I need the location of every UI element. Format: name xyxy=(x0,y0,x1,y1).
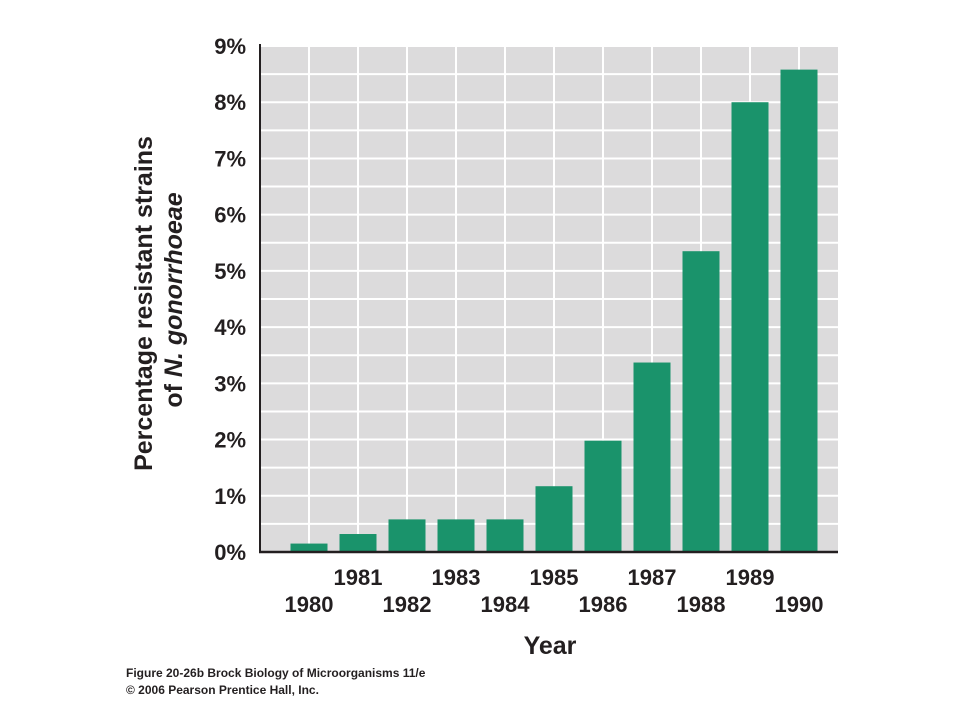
y-tick-label: 1% xyxy=(214,484,246,509)
y-axis-title-species: N. gonorrhoeae xyxy=(160,192,188,377)
axes xyxy=(259,44,838,554)
x-tick-label-1980: 1980 xyxy=(285,592,334,617)
y-tick-label: 7% xyxy=(214,146,246,171)
bars xyxy=(290,69,818,552)
x-tick-label-1986: 1986 xyxy=(579,592,628,617)
x-tick-label-1990: 1990 xyxy=(775,592,824,617)
bar-1984 xyxy=(486,519,524,552)
y-axis-title: Percentage resistant strains of N. gonor… xyxy=(130,129,188,471)
y-tick-label: 9% xyxy=(214,34,246,59)
bar-1980 xyxy=(290,543,328,552)
y-tick-label: 6% xyxy=(214,203,246,228)
bar-1986 xyxy=(584,440,622,552)
x-tick-label-1982: 1982 xyxy=(383,592,432,617)
bar-1989 xyxy=(731,102,769,552)
y-tick-labels: 0% 1% 2% 3% 4% 5% 6% 7% 8% 9% xyxy=(214,34,246,565)
y-axis-title-line-1: Percentage resistant strains xyxy=(130,136,158,471)
copyright-notice: © 2006 Pearson Prentice Hall, Inc. xyxy=(126,683,319,697)
bar-1990 xyxy=(780,69,818,552)
x-tick-label-1981: 1981 xyxy=(334,565,383,590)
x-tick-label-1988: 1988 xyxy=(677,592,726,617)
bar-1988 xyxy=(682,251,720,552)
bar-1983 xyxy=(437,519,475,552)
y-tick-label: 2% xyxy=(214,428,246,453)
y-tick-label: 3% xyxy=(214,371,246,396)
x-tick-labels: 1980198119821983198419851986198719881989… xyxy=(285,565,824,617)
bar-1985 xyxy=(535,486,573,552)
x-tick-label-1987: 1987 xyxy=(628,565,677,590)
x-axis-title: Year xyxy=(524,632,577,660)
y-tick-label: 8% xyxy=(214,90,246,115)
figure-caption: Figure 20-26b Brock Biology of Microorga… xyxy=(126,666,426,680)
x-tick-label-1984: 1984 xyxy=(481,592,531,617)
bar-1987 xyxy=(633,362,671,552)
y-axis-title-line-2: of N. gonorrhoeae xyxy=(160,192,188,407)
x-tick-label-1989: 1989 xyxy=(726,565,775,590)
y-tick-label: 5% xyxy=(214,259,246,284)
bar-1981 xyxy=(339,534,377,552)
x-tick-label-1983: 1983 xyxy=(432,565,481,590)
y-tick-label: 0% xyxy=(214,540,246,565)
y-tick-label: 4% xyxy=(214,315,246,340)
y-axis-title-prefix: of xyxy=(160,377,188,408)
x-tick-label-1985: 1985 xyxy=(530,565,579,590)
bar-1982 xyxy=(388,519,426,552)
